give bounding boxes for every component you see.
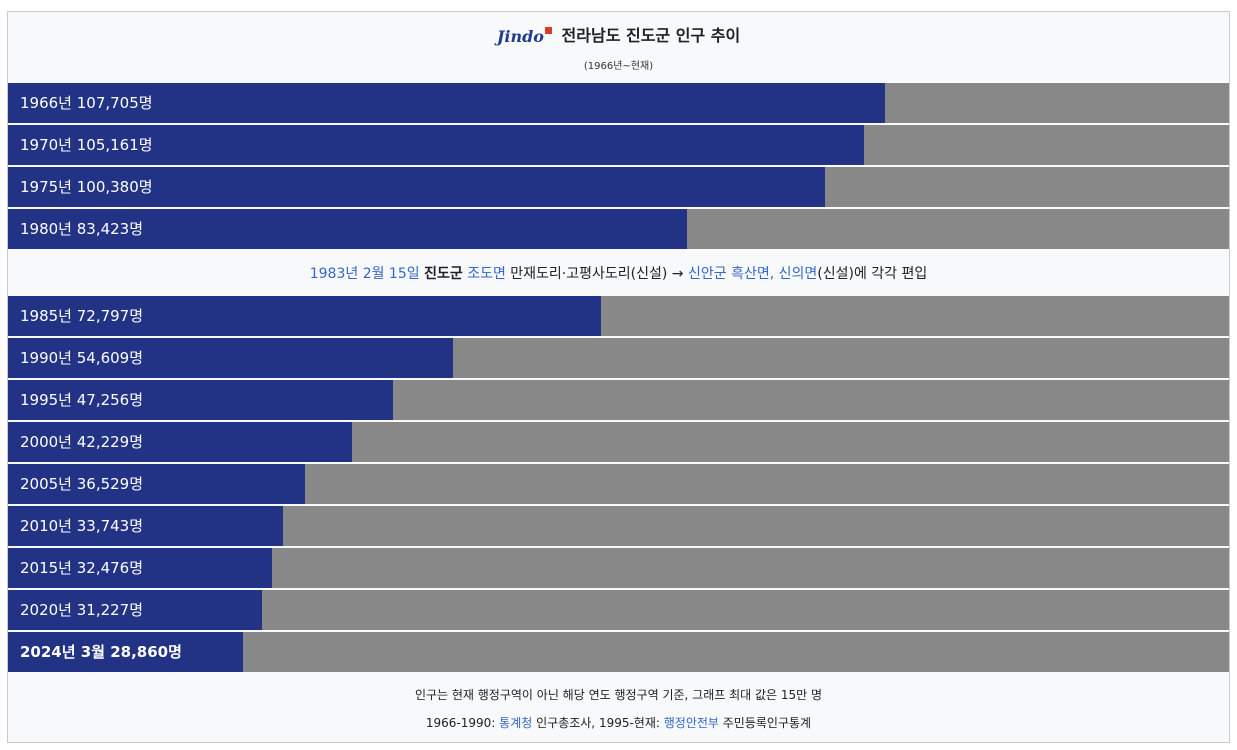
bar-label: 1995년 47,256명 [20,391,144,409]
bar-track: 1995년 47,256명 [8,380,1229,420]
bar-label: 1966년 107,705명 [20,94,153,112]
bar-track: 2000년 42,229명 [8,422,1229,462]
bar-track: 1980년 83,423명 [8,209,1229,249]
bar [8,380,393,420]
bar-track: 1975년 100,380명 [8,167,1229,207]
footer-source-c: 주민등록인구통계 [718,716,812,730]
bar [8,167,825,207]
bar-label: 2010년 33,743명 [20,517,144,535]
bar-track: 2010년 33,743명 [8,506,1229,546]
footer-source-b: 인구총조사, 1995-현재: [532,716,664,730]
chart-title-line: Jindo 전라남도 진도군 인구 추이 [8,22,1229,46]
bar-track: 1966년 107,705명 [8,83,1229,123]
footer-sources: 1966-1990: 통계청 인구총조사, 1995-현재: 행정안전부 주민등… [8,714,1229,731]
jindo-logo-text: Jindo [496,27,544,46]
bar-label: 2005년 36,529명 [20,475,144,493]
bar-label: 1990년 54,609명 [20,349,144,367]
note-date-link[interactable]: 1983년 2월 15일 [309,266,420,282]
bar-track: 1990년 54,609명 [8,338,1229,378]
bar-label: 2020년 31,227명 [20,601,144,619]
note-district-link[interactable]: 조도면 [467,266,506,282]
note-target-district-link[interactable]: 신안군 흑산면 [687,266,770,282]
boundary-change-note: 1983년 2월 15일 진도군 조도면 만재도리·고평사도리(신설) → 신안… [8,254,1229,294]
chart-title: 전라남도 진도군 인구 추이 [561,26,741,45]
footer-note: 인구는 현재 행정구역이 아닌 해당 연도 행정구역 기준, 그래프 최대 값은… [414,688,823,702]
bar [8,632,243,672]
bar [8,125,864,165]
bar [8,464,305,504]
note-comma: , [769,266,775,282]
bar-track: 1985년 72,797명 [8,296,1229,336]
note-county: 진도군 [424,266,463,282]
note-target-district2-link[interactable]: 신의면 [778,266,818,282]
bar-label: 1970년 105,161명 [20,136,153,154]
bar [8,422,352,462]
bar-track: 2005년 36,529명 [8,464,1229,504]
bar-track: 2015년 32,476명 [8,548,1229,588]
footer-source-a: 1966-1990: [425,716,500,730]
bar [8,548,272,588]
chart-subtitle: (1966년~현재) [583,61,654,72]
bar-label: 2024년 3월 28,860명 [20,643,182,661]
note-villages: 만재도리·고평사도리(신설) [510,266,668,282]
bar-track: 2024년 3월 28,860명 [8,632,1229,672]
statistics-korea-link[interactable]: 통계청 [499,716,533,730]
note-arrow: → [671,266,684,282]
bar [8,296,601,336]
ministry-link[interactable]: 행정안전부 [663,716,719,730]
chart-frame: Jindo 전라남도 진도군 인구 추이 (1966년~현재) 1966년 10… [7,11,1230,743]
bar-label: 1980년 83,423명 [20,220,144,238]
bar [8,506,283,546]
bar [8,209,687,249]
bar-track: 2020년 31,227명 [8,590,1229,630]
jindo-logo-mark-icon [544,27,552,34]
note-tail: (신설)에 각각 편입 [817,266,928,282]
bar-label: 2000년 42,229명 [20,433,144,451]
bar [8,83,885,123]
bar-track: 1970년 105,161명 [8,125,1229,165]
bar-label: 2015년 32,476명 [20,559,144,577]
jindo-logo: Jindo [497,27,552,46]
bar [8,590,262,630]
bar-label: 1975년 100,380명 [20,178,153,196]
chart-header: Jindo 전라남도 진도군 인구 추이 (1966년~현재) [8,12,1229,83]
bar [8,338,453,378]
bar-label: 1985년 72,797명 [20,307,144,325]
